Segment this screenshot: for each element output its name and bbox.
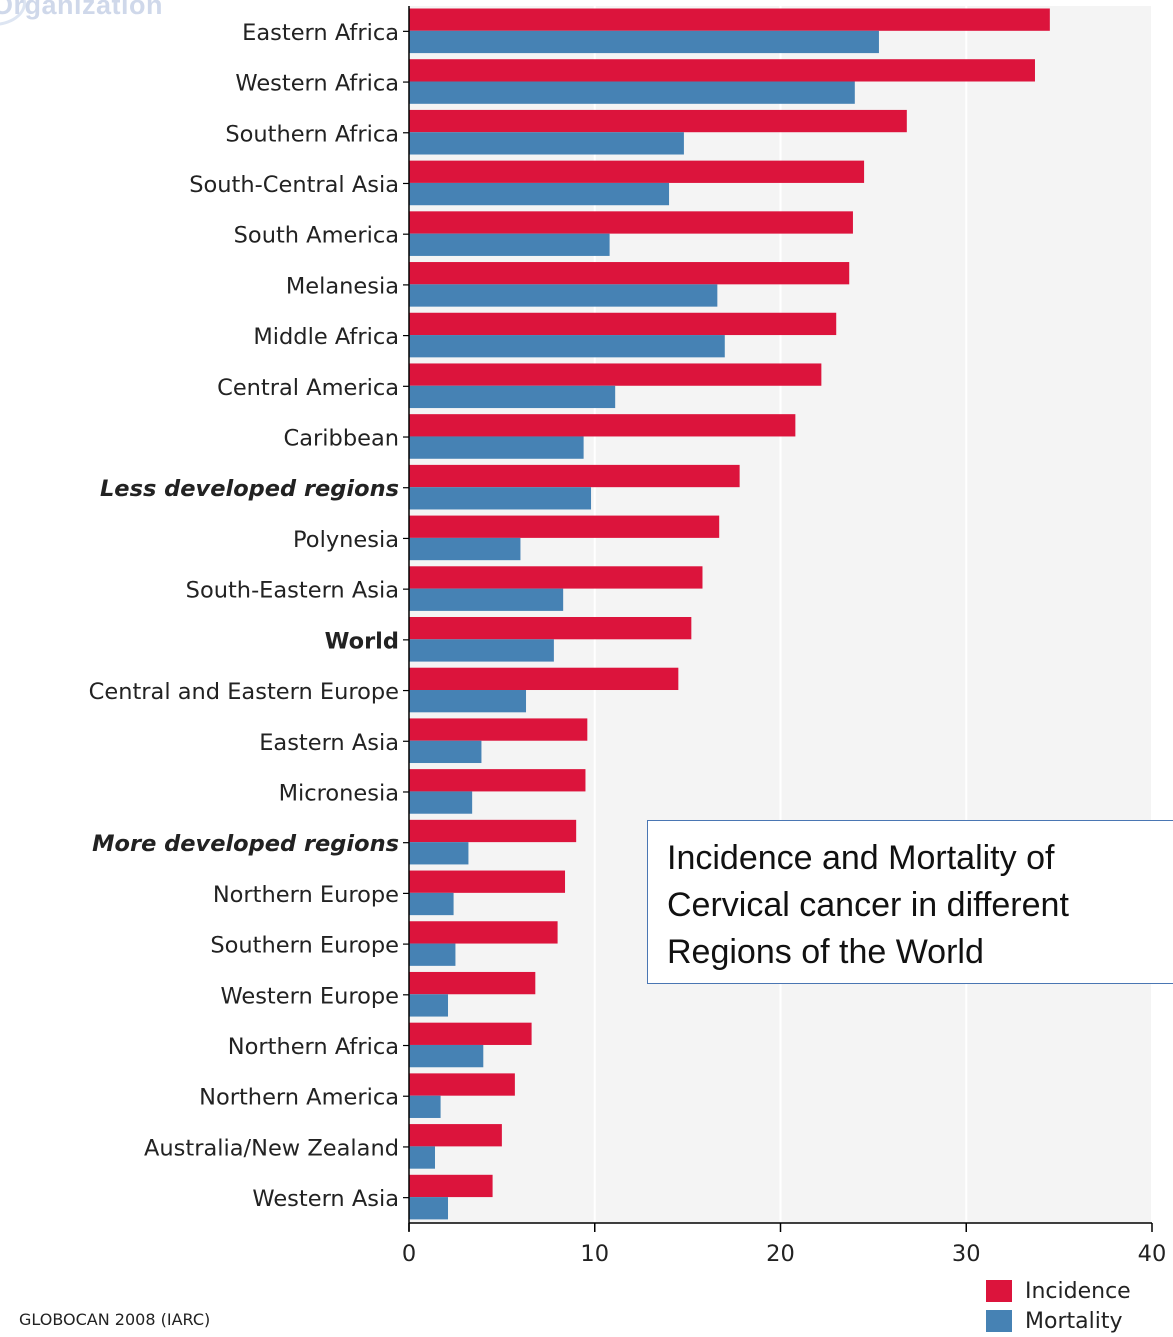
x-tick-label-0: 0 xyxy=(402,1241,416,1267)
x-tick-label-40: 40 xyxy=(1138,1241,1167,1267)
category-label-15: Micronesia xyxy=(279,780,399,806)
category-label-16: More developed regions xyxy=(92,831,399,857)
bar-incidence-14 xyxy=(409,718,588,741)
bar-mortality-16 xyxy=(409,842,469,865)
bar-incidence-12 xyxy=(409,617,692,640)
category-label-23: Western Asia xyxy=(252,1186,399,1212)
category-label-1: Western Africa xyxy=(235,71,399,97)
bar-mortality-12 xyxy=(409,639,554,662)
bar-mortality-15 xyxy=(409,791,473,814)
x-tick-label-10: 10 xyxy=(580,1241,609,1267)
category-label-18: Southern Europe xyxy=(210,933,399,959)
legend-swatch-mortality xyxy=(986,1310,1012,1332)
bar-mortality-0 xyxy=(409,30,879,54)
source-credit: GLOBOCAN 2008 (IARC) xyxy=(19,1310,211,1329)
bar-incidence-2 xyxy=(409,109,907,133)
category-label-13: Central and Eastern Europe xyxy=(89,679,399,705)
legend-label-incidence: Incidence xyxy=(1025,1278,1131,1304)
category-label-0: Eastern Africa xyxy=(242,20,399,46)
legend-swatch-incidence xyxy=(986,1280,1012,1302)
bar-incidence-4 xyxy=(409,211,853,234)
bar-incidence-11 xyxy=(409,566,703,589)
legend-label-mortality: Mortality xyxy=(1025,1308,1123,1334)
legend-item-incidence: Incidence xyxy=(986,1276,1131,1306)
bar-mortality-5 xyxy=(409,284,718,307)
bar-mortality-13 xyxy=(409,690,527,713)
bar-mortality-4 xyxy=(409,233,610,256)
bar-mortality-3 xyxy=(409,182,670,206)
bar-mortality-2 xyxy=(409,132,684,155)
bar-incidence-10 xyxy=(409,515,720,538)
bar-incidence-9 xyxy=(409,464,740,488)
category-label-6: Middle Africa xyxy=(253,324,399,350)
bar-incidence-3 xyxy=(409,160,865,183)
chart-annotation-box: Incidence and Mortality of Cervical canc… xyxy=(647,820,1173,984)
bar-incidence-17 xyxy=(409,870,566,893)
bar-mortality-10 xyxy=(409,537,521,561)
bar-mortality-23 xyxy=(409,1197,449,1220)
category-label-20: Northern Africa xyxy=(228,1034,399,1060)
bar-incidence-18 xyxy=(409,921,558,944)
bar-mortality-1 xyxy=(409,81,855,104)
x-tick-label-30: 30 xyxy=(952,1241,981,1267)
bar-mortality-18 xyxy=(409,943,456,966)
legend-item-mortality: Mortality xyxy=(986,1306,1131,1336)
bar-incidence-19 xyxy=(409,971,536,995)
category-label-8: Caribbean xyxy=(284,426,399,452)
bar-incidence-1 xyxy=(409,59,1035,82)
category-label-12: World xyxy=(325,628,399,654)
bar-incidence-15 xyxy=(409,769,586,792)
bar-incidence-5 xyxy=(409,262,850,285)
category-label-7: Central America xyxy=(217,375,399,401)
bar-incidence-7 xyxy=(409,363,822,386)
bar-mortality-11 xyxy=(409,588,564,611)
chart-legend: Incidence Mortality xyxy=(986,1276,1131,1336)
category-label-21: Northern America xyxy=(199,1085,399,1111)
category-label-3: South-Central Asia xyxy=(189,172,399,198)
category-label-4: South America xyxy=(234,223,399,249)
category-label-5: Melanesia xyxy=(286,273,399,299)
bar-mortality-20 xyxy=(409,1044,484,1068)
category-label-17: Northern Europe xyxy=(213,882,399,908)
bar-incidence-6 xyxy=(409,312,837,336)
bar-mortality-7 xyxy=(409,385,616,409)
bar-mortality-9 xyxy=(409,487,592,510)
bar-mortality-22 xyxy=(409,1146,436,1169)
category-label-11: South-Eastern Asia xyxy=(186,578,399,604)
bar-incidence-20 xyxy=(409,1022,532,1045)
bar-mortality-8 xyxy=(409,436,584,459)
category-label-10: Polynesia xyxy=(293,527,399,553)
bar-mortality-21 xyxy=(409,1095,441,1118)
bar-incidence-0 xyxy=(409,8,1050,31)
bar-mortality-17 xyxy=(409,892,454,916)
bar-incidence-13 xyxy=(409,667,679,691)
category-label-22: Australia/New Zealand xyxy=(144,1135,399,1161)
bar-incidence-8 xyxy=(409,414,796,437)
organization-watermark: Organization xyxy=(0,0,164,20)
category-label-2: Southern Africa xyxy=(225,121,399,147)
category-label-9: Less developed regions xyxy=(100,476,399,502)
bar-incidence-22 xyxy=(409,1124,502,1147)
bar-mortality-14 xyxy=(409,740,482,764)
bar-incidence-16 xyxy=(409,819,577,843)
category-label-14: Eastern Asia xyxy=(259,730,399,756)
bar-incidence-23 xyxy=(409,1174,493,1198)
x-tick-label-20: 20 xyxy=(766,1241,795,1267)
bar-mortality-6 xyxy=(409,335,725,358)
bar-mortality-19 xyxy=(409,994,449,1017)
bar-incidence-21 xyxy=(409,1073,515,1096)
category-label-19: Western Europe xyxy=(220,983,399,1009)
